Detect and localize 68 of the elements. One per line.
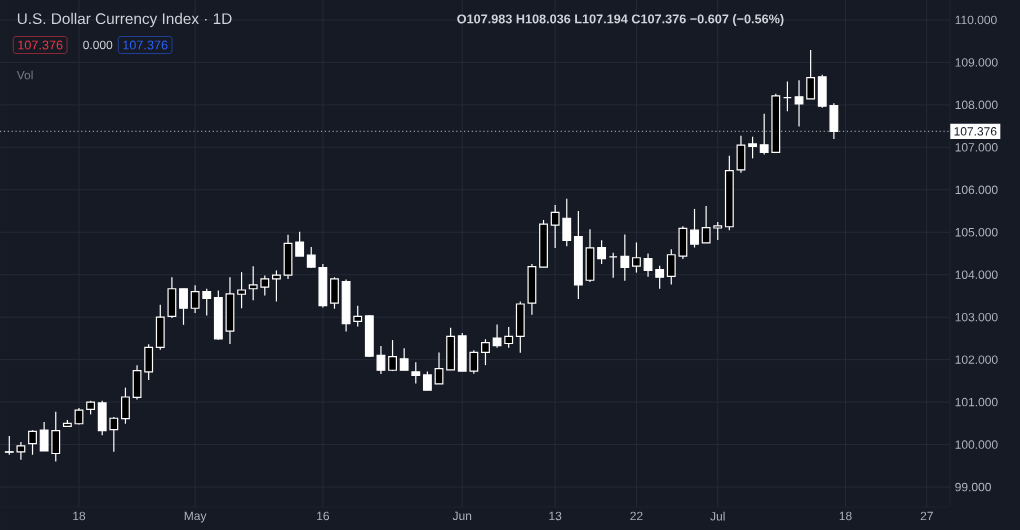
candlestick: [121, 387, 130, 425]
x-tick-label: 16: [317, 511, 330, 521]
y-tick-label: 106.000: [955, 185, 998, 195]
candlestick: [655, 265, 665, 290]
candlestick: [271, 269, 281, 303]
candlestick: [39, 421, 49, 452]
annotation: 107.376: [123, 40, 168, 50]
x-tick-label: 27: [920, 511, 933, 521]
candlestick: [759, 113, 769, 156]
candlestick: [399, 347, 409, 371]
ref-line-label: 107.376: [954, 127, 997, 136]
candlestick: [550, 204, 560, 249]
candlestick: [28, 429, 37, 456]
candlestick: [4, 435, 14, 456]
candlestick: [353, 305, 363, 328]
candlestick: [701, 205, 711, 244]
y-tick-label: 107.000: [955, 143, 998, 152]
candlestick: [481, 338, 490, 366]
candlestick: [748, 136, 758, 159]
candlestick: [690, 208, 699, 249]
candlestick: [179, 288, 188, 326]
candlestick: [248, 265, 258, 301]
annotation: Vol: [16, 70, 33, 80]
x-tick-label: 18: [839, 511, 852, 521]
x-tick-label: 13: [549, 511, 562, 521]
candlestick: [376, 345, 386, 375]
candlestick: [260, 274, 270, 297]
candlestick: [492, 323, 502, 349]
x-tick-label: May: [184, 511, 207, 523]
candlestick: [388, 339, 397, 372]
y-tick-label: 103.000: [955, 312, 998, 322]
y-tick-label: 100.000: [955, 440, 998, 449]
annotation: 0.000: [83, 40, 113, 50]
annotation: O107.983 H108.036 L107.194 C107.376 −0.607 (−0.56%): [457, 14, 784, 26]
candlestick: [794, 79, 804, 128]
candlestick: [51, 411, 61, 463]
candlestick: [411, 361, 421, 385]
y-tick-label: 110.000: [955, 15, 997, 25]
x-tick-label: 18: [73, 511, 86, 521]
y-tick-label: 109.000: [955, 58, 998, 67]
y-tick-label: 104.000: [955, 270, 998, 279]
candlestick: [295, 231, 305, 257]
x-tick-label: Jul: [710, 511, 725, 521]
candlestick: [16, 441, 26, 461]
y-tick-label: 102.000: [955, 355, 998, 364]
candlestick: [237, 271, 247, 309]
candlestick: [109, 416, 119, 453]
y-tick-label: 99.000: [955, 482, 991, 492]
y-tick-label: 105.000: [955, 228, 998, 237]
text: U.S. Dollar Currency Index · 1D: [17, 12, 232, 28]
candlestick: [620, 233, 630, 282]
candlestick: [306, 246, 316, 269]
x-tick-label: Jun: [452, 511, 472, 521]
candlestick: [562, 198, 572, 247]
candlestick: [422, 370, 432, 391]
annotation: 107.376: [18, 40, 63, 50]
candlestick: [806, 49, 816, 100]
candlestick: [632, 241, 641, 274]
candlestick: [666, 248, 676, 286]
candlestick: [597, 239, 607, 265]
x-tick-label: 22: [630, 511, 643, 521]
candlestick: [469, 349, 479, 375]
candlestick: [643, 252, 653, 278]
candlestick: [504, 326, 514, 349]
y-tick-label: 101.000: [955, 397, 998, 407]
candlestick: [202, 288, 212, 317]
y-tick-label: 108.000: [955, 100, 998, 110]
candlestick: [190, 284, 200, 314]
